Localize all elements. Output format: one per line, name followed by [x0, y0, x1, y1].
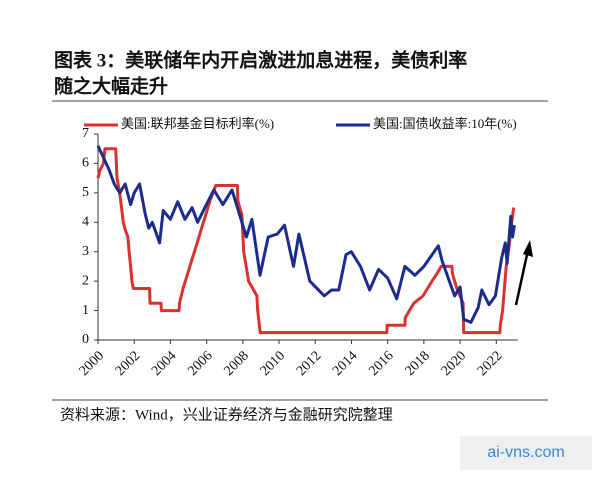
legend-label: 美国:国债收益率:10年(%)	[373, 116, 517, 131]
y-tick-label: 1	[82, 303, 89, 318]
y-tick-label: 2	[82, 273, 89, 288]
y-tick-label: 7	[82, 126, 89, 141]
x-tick-label: 2002	[113, 348, 143, 378]
y-tick-label: 4	[82, 215, 89, 230]
arrow-head	[523, 240, 533, 257]
arrow	[514, 249, 530, 306]
y-tick-label: 5	[82, 185, 89, 200]
x-tick-label: 2004	[149, 348, 179, 378]
y-tick-label: 6	[82, 156, 89, 171]
x-tick-label: 2014	[330, 348, 360, 378]
x-tick-label: 2006	[185, 348, 215, 378]
legend-label: 美国:联邦基金目标利率(%)	[121, 116, 274, 131]
y-tick-label: 3	[82, 244, 89, 259]
watermark-box	[460, 436, 592, 470]
x-tick-label: 2008	[222, 348, 252, 378]
chart-title: 随之大幅走升	[54, 74, 168, 97]
series-line	[96, 145, 516, 324]
watermark: ai-vns.com	[487, 444, 564, 461]
chart-title: 图表 3：美联储年内开启激进加息进程，美债利率	[54, 48, 467, 71]
x-tick-label: 2018	[403, 348, 433, 378]
x-tick-label: 2020	[439, 348, 469, 378]
x-tick-label: 2000	[77, 348, 107, 378]
series-line	[96, 147, 516, 335]
x-tick-label: 2012	[294, 348, 324, 378]
x-tick-label: 2010	[258, 348, 288, 378]
y-tick-label: 0	[82, 332, 89, 347]
source: 资料来源：Wind，兴业证券经济与金融研究院整理	[60, 405, 393, 423]
x-tick-label: 2022	[475, 348, 505, 378]
x-tick-label: 2016	[366, 348, 396, 378]
